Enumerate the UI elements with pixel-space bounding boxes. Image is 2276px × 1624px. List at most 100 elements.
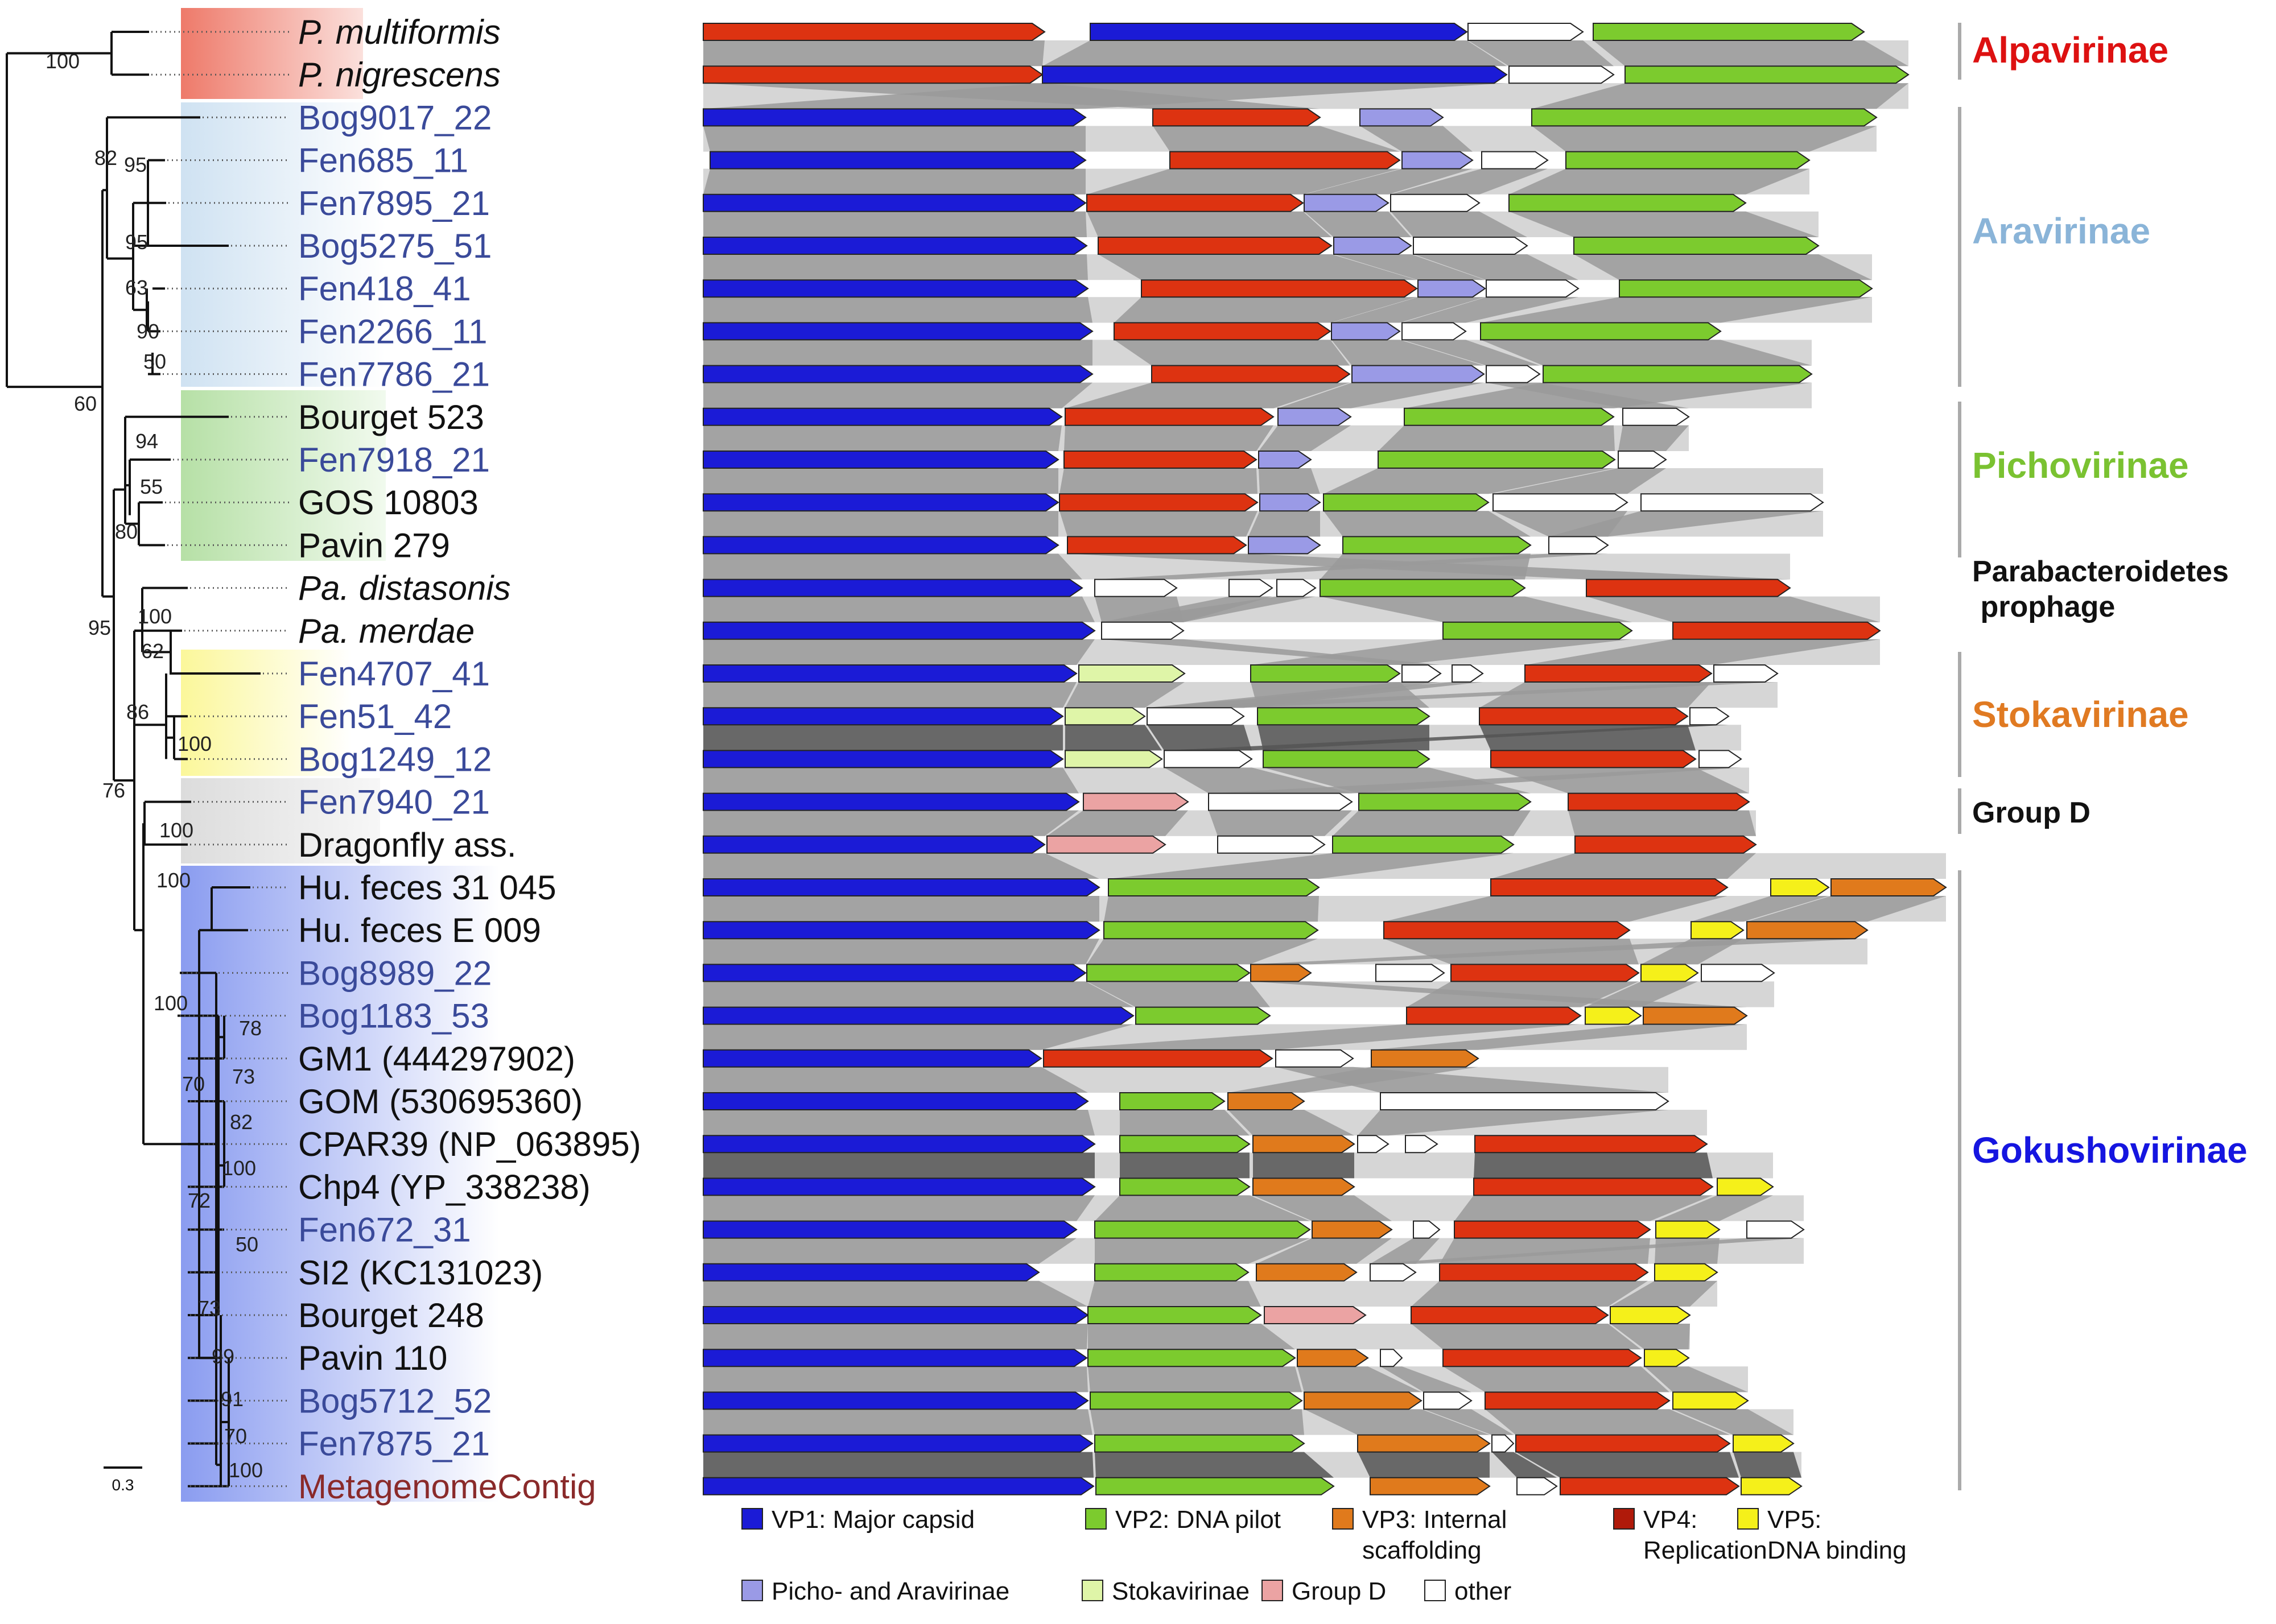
synteny-link xyxy=(1095,1195,1310,1221)
synteny-link xyxy=(1454,1195,1713,1221)
gene-vp1 xyxy=(703,750,1064,768)
gene-picho xyxy=(1359,108,1444,127)
gene-vp2 xyxy=(1320,578,1526,597)
legend-label: Picho- and Aravirinae xyxy=(772,1577,1009,1605)
taxon-label: Fen4707_41 xyxy=(298,655,490,693)
gene-vp2 xyxy=(1378,451,1616,469)
taxon-label: Fen418_41 xyxy=(298,270,471,308)
synteny-link xyxy=(1323,468,1615,494)
gene-vp2 xyxy=(1119,1092,1226,1110)
synteny-link xyxy=(1618,425,1689,451)
legend-label: VP1: Major capsid xyxy=(772,1506,975,1534)
synteny-link xyxy=(703,1024,1133,1050)
synteny-link xyxy=(1320,596,1632,622)
synteny-link xyxy=(1102,596,1316,622)
clade-label: Parabacteroidetes prophage xyxy=(1972,555,2229,623)
synteny-link xyxy=(1468,40,1614,67)
gene-vp1 xyxy=(703,322,1094,341)
synteny-link xyxy=(1586,596,1880,622)
gene-vp1 xyxy=(703,193,1087,212)
bootstrap-value: 82 xyxy=(230,1110,253,1134)
taxa-labels: P. multiformis P. nigrescens Bog9017_22 Fen… xyxy=(298,13,641,1506)
bootstrap-value: 86 xyxy=(126,700,149,724)
clade-label: Stokavirinae xyxy=(1972,694,2189,735)
gene-vp1 xyxy=(703,621,1096,640)
synteny-link xyxy=(1042,40,1507,67)
synteny-link xyxy=(1209,767,1741,794)
gene-vp2 xyxy=(1094,1220,1311,1239)
synteny-link xyxy=(1691,896,1829,922)
gene-vp4 xyxy=(1515,1434,1731,1453)
synteny-link xyxy=(1334,254,1485,280)
gene-other xyxy=(1486,365,1541,383)
gene-vp1 xyxy=(703,1306,1089,1324)
synteny-link xyxy=(1358,1452,1490,1478)
gene-vp2 xyxy=(1257,707,1430,726)
legend-item-other: other xyxy=(1424,1577,1511,1605)
synteny-link xyxy=(703,767,1079,794)
gene-other xyxy=(1276,578,1317,597)
synteny-links xyxy=(703,40,1946,1478)
gene-vp1 xyxy=(1042,65,1508,84)
gene-other xyxy=(1713,664,1779,683)
taxon-label: Fen7918_21 xyxy=(298,441,490,479)
synteny-link xyxy=(1391,168,1548,195)
bootstrap-value: 90 xyxy=(137,320,159,343)
gene-vp3 xyxy=(1830,878,1947,896)
synteny-link xyxy=(703,40,1045,67)
bootstrap-value: 100 xyxy=(46,49,80,73)
synteny-link xyxy=(1610,1280,1717,1307)
legend-item-picho: Picho- and Aravirinae xyxy=(741,1577,1009,1605)
synteny-link xyxy=(1147,725,1252,751)
scale-bar-label: 0.3 xyxy=(112,1476,134,1494)
bootstrap-value: 72 xyxy=(188,1189,211,1212)
synteny-link xyxy=(703,340,1092,366)
gene-other xyxy=(1380,1092,1669,1110)
gene-vp5 xyxy=(1640,964,1699,982)
bootstrap-value: 70 xyxy=(224,1424,247,1448)
gene-other xyxy=(1746,1220,1805,1239)
gene-picho xyxy=(1401,151,1474,170)
taxon-label: MetagenomeContig xyxy=(298,1468,596,1506)
legend-label: VP3: Internal xyxy=(1362,1506,1507,1534)
bootstrap-value: 95 xyxy=(125,230,148,254)
clade-label: Group D xyxy=(1972,796,2091,829)
gene-vp4 xyxy=(1586,578,1791,597)
gene-groupd xyxy=(1046,835,1166,854)
synteny-link xyxy=(1378,425,1615,451)
bootstrap-value: 94 xyxy=(135,429,158,453)
taxon-label: Pavin 279 xyxy=(298,526,450,564)
legend-swatch xyxy=(1082,1580,1103,1601)
gene-vp4 xyxy=(1474,1135,1708,1154)
synteny-link xyxy=(1479,725,1696,751)
taxon-label: GOS 10803 xyxy=(298,484,479,522)
taxon-label: Dragonfly ass. xyxy=(298,826,517,864)
gene-vp2 xyxy=(1323,493,1490,512)
gene-vp1 xyxy=(703,664,1078,683)
gene-vp2 xyxy=(1087,1349,1296,1367)
gene-vp1 xyxy=(703,407,1063,426)
synteny-link xyxy=(1304,211,1411,237)
synteny-link xyxy=(1263,767,1531,794)
synteny-link xyxy=(1087,939,1318,965)
bootstrap-value: 76 xyxy=(102,779,125,802)
scale-bar: 0.3 xyxy=(104,1466,142,1494)
gene-vp2 xyxy=(1094,1263,1250,1282)
gene-other xyxy=(1401,322,1467,341)
synteny-link xyxy=(1120,1110,1250,1136)
gene-other xyxy=(1413,1220,1441,1239)
gene-vp4 xyxy=(1411,1306,1609,1324)
gene-other xyxy=(1486,279,1580,298)
synteny-link xyxy=(1114,340,1350,366)
synteny-link xyxy=(1251,939,1867,965)
gene-vp2 xyxy=(1342,536,1532,555)
synteny-link xyxy=(703,639,1095,665)
taxon-label: Fen7895_21 xyxy=(298,184,490,222)
synteny-link xyxy=(1384,896,1727,922)
synteny-link xyxy=(1153,126,1400,152)
gene-vp4 xyxy=(1169,151,1401,170)
taxon-label: GOM (530695360) xyxy=(298,1082,583,1121)
gene-vp2 xyxy=(1593,23,1865,41)
synteny-link xyxy=(1610,1324,1690,1350)
